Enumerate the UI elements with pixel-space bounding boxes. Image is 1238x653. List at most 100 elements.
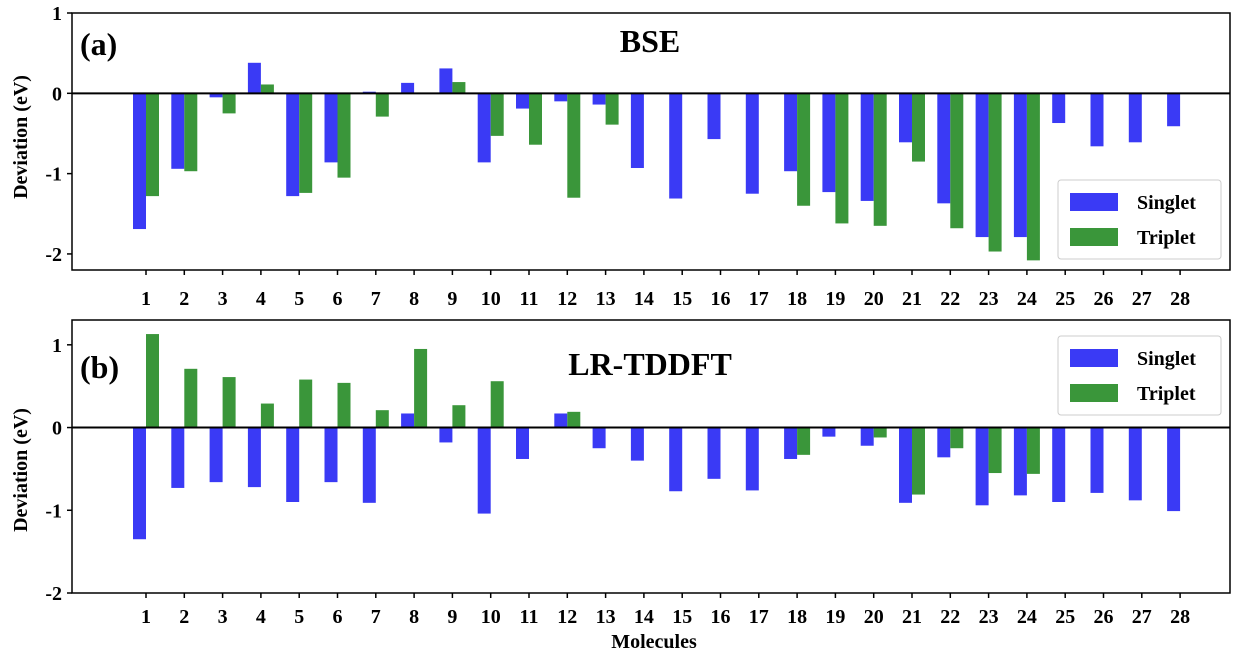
panel-b-letter: (b) — [80, 349, 119, 385]
panel-b-bar-singlet-7 — [362, 427, 376, 503]
panel-a-x-tick-label-19: 19 — [825, 288, 845, 310]
panel-a-bar-triplet-13 — [605, 93, 619, 125]
panel-b-legend-singlet-swatch — [1070, 349, 1118, 367]
panel-b-bar-singlet-12 — [554, 413, 568, 428]
panel-b-x-tick-label-17: 17 — [749, 606, 769, 628]
panel-b-bar-triplet-23 — [988, 427, 1002, 474]
panel-a-x-tick-label-10: 10 — [481, 288, 501, 310]
panel-a-bar-singlet-10 — [477, 93, 491, 163]
panel-b-bar-triplet-3 — [222, 377, 236, 428]
panel-a-y-axis-label: Deviation (eV) — [10, 75, 32, 199]
panel-b-bar-singlet-18 — [784, 427, 798, 459]
panel-b-bar-singlet-4 — [247, 427, 261, 488]
panel-a-x-tick-label-26: 26 — [1094, 288, 1114, 310]
panel-a-bar-singlet-13 — [592, 93, 606, 105]
panel-a-bar-triplet-3 — [222, 93, 236, 114]
panel-a-bar-singlet-27 — [1128, 93, 1142, 143]
panel-b-x-tick-label-1: 1 — [141, 606, 151, 628]
panel-b-bar-singlet-3 — [209, 427, 223, 483]
panel-a-bar-triplet-10 — [490, 93, 504, 136]
panel-b-y-axis-label: Deviation (eV) — [10, 408, 32, 532]
panel-a-x-tick-label-14: 14 — [634, 288, 654, 310]
panel-b-x-tick-label-6: 6 — [333, 606, 343, 628]
panel-a-x-tick-label-25: 25 — [1055, 288, 1075, 310]
panel-b-bar-singlet-24 — [1013, 427, 1027, 496]
panel-a-y-tick-label-3: -2 — [45, 244, 62, 266]
panel-a-x-tick-label-12: 12 — [557, 288, 577, 310]
panel-b-bar-singlet-10 — [477, 427, 491, 514]
panel-a-bar-singlet-26 — [1090, 93, 1104, 147]
panel-a-bar-singlet-22 — [937, 93, 951, 204]
panel-a-bar-singlet-6 — [324, 93, 338, 163]
panel-a-x-tick-label-2: 2 — [179, 288, 189, 310]
panel-b-x-tick-label-27: 27 — [1132, 606, 1152, 628]
panel-a-x-tick-label-23: 23 — [979, 288, 999, 310]
panel-a-legend-singlet-swatch — [1070, 193, 1118, 211]
panel-a-bar-singlet-15 — [669, 93, 683, 199]
panel-a-x-tick-label-18: 18 — [787, 288, 807, 310]
panel-a-bar-triplet-5 — [299, 93, 313, 193]
panel-b-bar-singlet-25 — [1052, 427, 1066, 502]
panel-b-frame — [71, 319, 1231, 594]
panel-a-bse: (a) BSE Singlet Triplet 10-1-21 2 3 4 5 6 7 8 9 1… — [45, 3, 1231, 310]
panel-a-bar-triplet-22 — [950, 93, 964, 229]
panel-a-y-tick-label-1: 0 — [52, 83, 62, 105]
panel-a-x-tick-label-13: 13 — [596, 288, 616, 310]
panel-a-bar-singlet-5 — [286, 93, 300, 197]
panel-a-bar-singlet-14 — [630, 93, 644, 169]
panel-b-x-tick-label-19: 19 — [825, 606, 845, 628]
panel-a-legend-triplet-swatch — [1070, 228, 1118, 246]
panel-a-y-tick-label-0: 1 — [52, 3, 62, 25]
panel-a-bar-triplet-6 — [337, 93, 351, 178]
panel-a-x-tick-label-7: 7 — [371, 288, 381, 310]
panel-b-bar-singlet-1 — [133, 427, 146, 540]
panel-b-bar-singlet-22 — [937, 427, 951, 458]
panel-b-bar-singlet-19 — [822, 427, 836, 437]
panel-a-letter: (a) — [80, 26, 117, 62]
panel-a-legend-triplet-label: Triplet — [1137, 227, 1196, 249]
panel-b-legend-singlet-label: Singlet — [1137, 348, 1196, 370]
panel-b-bar-singlet-23 — [975, 427, 989, 506]
panel-b-x-tick-label-16: 16 — [711, 606, 731, 628]
panel-b-x-tick-label-15: 15 — [672, 606, 692, 628]
panel-a-x-tick-label-9: 9 — [447, 288, 457, 310]
panel-a-bar-triplet-4 — [260, 84, 274, 94]
panel-b-x-tick-label-8: 8 — [409, 606, 419, 628]
panel-b-bar-triplet-18 — [797, 427, 811, 455]
panel-b-bar-singlet-2 — [171, 427, 185, 488]
panel-b-x-tick-label-24: 24 — [1017, 606, 1037, 628]
panel-a-x-tick-label-22: 22 — [940, 288, 960, 310]
panel-b-bar-singlet-21 — [899, 427, 912, 503]
panel-b-bar-triplet-24 — [1026, 427, 1040, 474]
panel-a-bar-singlet-21 — [899, 93, 912, 143]
panel-a-bar-singlet-2 — [171, 93, 185, 169]
panel-b-bar-singlet-20 — [860, 427, 874, 446]
panel-a-x-tick-label-28: 28 — [1170, 288, 1190, 310]
panel-a-bar-singlet-24 — [1013, 93, 1027, 238]
panel-b-x-tick-label-13: 13 — [596, 606, 616, 628]
panel-b-x-tick-label-3: 3 — [218, 606, 228, 628]
panel-b-y-tick-label-3: -2 — [45, 583, 62, 605]
x-axis-label: Molecules — [611, 631, 697, 653]
panel-b-bar-singlet-15 — [669, 427, 683, 492]
panel-b-x-tick-label-20: 20 — [864, 606, 884, 628]
panel-a-bar-singlet-1 — [133, 93, 146, 230]
panel-b-x-tick-label-7: 7 — [371, 606, 381, 628]
panel-b-bar-triplet-2 — [184, 368, 198, 428]
panel-a-bar-singlet-8 — [401, 82, 415, 94]
panel-b-x-tick-label-26: 26 — [1094, 606, 1114, 628]
panel-b-bar-singlet-16 — [707, 427, 721, 479]
panel-b-bar-singlet-26 — [1090, 427, 1104, 493]
panel-a-bar-singlet-19 — [822, 93, 836, 193]
panel-a-bar-singlet-9 — [439, 68, 453, 94]
panel-a-bar-triplet-19 — [835, 93, 849, 224]
panel-b-bar-singlet-6 — [324, 427, 338, 483]
panel-b-lr-tddft: (b) LR-TDDFT Singlet Triplet 10-1-21 2 3 4 5… — [45, 319, 1231, 628]
panel-b-x-tick-label-12: 12 — [557, 606, 577, 628]
panel-a-bar-singlet-11 — [516, 93, 529, 109]
panel-b-bar-singlet-8 — [401, 413, 415, 428]
panel-b-x-tick-label-25: 25 — [1055, 606, 1075, 628]
panel-b-bar-triplet-9 — [452, 405, 466, 428]
panel-a-bar-singlet-20 — [860, 93, 874, 201]
panel-b-y-tick-label-2: -1 — [45, 500, 62, 522]
